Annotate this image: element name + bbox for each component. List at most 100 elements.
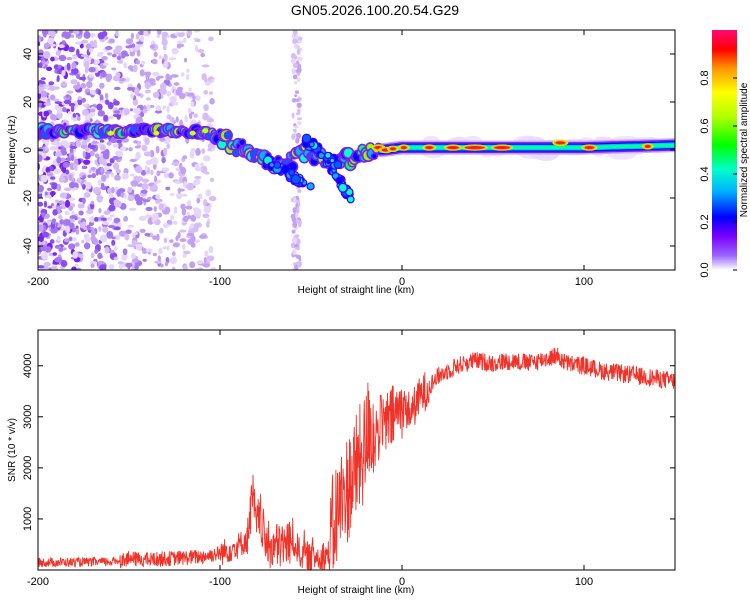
noise-speck	[179, 176, 183, 183]
noise-speck	[165, 73, 171, 81]
noise-speck	[111, 239, 116, 246]
noise-speck	[296, 132, 302, 139]
noise-speck	[40, 95, 48, 102]
noise-speck	[190, 235, 196, 243]
noise-speck	[98, 254, 103, 259]
noise-speck	[98, 208, 102, 214]
noise-speck	[294, 264, 298, 270]
noise-speck	[93, 39, 97, 48]
noise-speck	[161, 156, 166, 164]
noise-speck	[58, 200, 66, 205]
ridge-blob	[239, 139, 245, 145]
noise-speck	[111, 53, 117, 58]
ridge-branch-blob	[330, 158, 334, 163]
noise-speck	[112, 143, 119, 148]
noise-speck	[82, 197, 86, 205]
noise-speck	[149, 44, 155, 49]
noise-speck	[211, 78, 215, 83]
noise-speck	[178, 43, 185, 48]
noise-speck	[170, 214, 175, 221]
noise-speck	[204, 250, 209, 257]
ridge-branch-blob	[325, 152, 331, 158]
noise-speck	[108, 204, 116, 212]
noise-speck	[169, 257, 177, 265]
noise-speck	[135, 243, 143, 251]
noise-speck	[82, 103, 88, 107]
noise-speck	[97, 110, 106, 117]
noise-speck	[96, 103, 103, 111]
noise-speck	[46, 171, 54, 177]
noise-speck	[125, 262, 133, 268]
colorbar: 0.0 0.2 0.4 0.6 0.8 Normalized spectral ampl…	[699, 30, 750, 278]
noise-speck	[153, 206, 157, 212]
noise-speck	[141, 183, 149, 191]
noise-speck	[291, 33, 295, 39]
noise-speck	[142, 258, 147, 262]
noise-speck	[162, 147, 168, 155]
noise-speck	[204, 171, 210, 175]
noise-speck	[292, 221, 298, 228]
noise-speck	[157, 30, 162, 35]
noise-speck	[193, 113, 198, 118]
noise-speck	[46, 66, 53, 71]
noise-speck	[80, 54, 88, 58]
noise-speck	[295, 46, 299, 49]
noise-speck	[83, 242, 91, 250]
noise-speck	[172, 220, 178, 225]
noise-speck	[155, 76, 160, 81]
noise-speck	[194, 163, 200, 168]
noise-speck	[105, 74, 112, 83]
noise-speck	[201, 73, 207, 81]
noise-speck	[297, 121, 302, 125]
noise-speck	[59, 219, 65, 225]
noise-speck	[38, 35, 42, 43]
noise-speck	[151, 157, 159, 165]
noise-speck	[71, 210, 75, 216]
noise-speck	[80, 222, 86, 229]
noise-speck	[62, 106, 67, 113]
noise-speck	[118, 230, 127, 237]
noise-speck	[169, 116, 175, 123]
noise-speck	[109, 214, 116, 218]
noise-speck	[137, 30, 146, 36]
snr-y-tick-label: 3000	[22, 405, 34, 429]
noise-speck	[163, 53, 168, 62]
noise-speck	[179, 229, 187, 233]
noise-speck	[201, 148, 206, 154]
noise-speck	[88, 47, 94, 53]
spectrogram-x-label: Height of straight line (km)	[298, 285, 415, 296]
colorbar-scale	[712, 30, 737, 270]
noise-speck	[84, 60, 90, 69]
noise-speck	[104, 171, 112, 175]
snr-x-label: Height of straight line (km)	[298, 585, 415, 596]
noise-speck	[169, 192, 175, 197]
noise-speck	[38, 265, 45, 269]
noise-speck	[56, 235, 61, 242]
noise-speck	[292, 249, 297, 256]
noise-speck	[66, 62, 71, 71]
noise-speck	[50, 56, 55, 62]
noise-speck	[73, 84, 81, 90]
spectrogram-x-tick-label: -100	[209, 276, 231, 288]
ridge-branch-blob	[318, 153, 324, 158]
noise-speck	[44, 146, 49, 152]
noise-speck	[70, 167, 75, 170]
noise-speck	[53, 64, 60, 70]
noise-speck	[115, 168, 121, 174]
noise-speck	[173, 206, 178, 214]
noise-speck	[38, 83, 44, 88]
noise-speck	[49, 239, 55, 244]
spectrogram-x-tick-label: -200	[27, 276, 49, 288]
noise-speck	[47, 37, 55, 45]
noise-speck	[291, 112, 295, 119]
noise-speck	[155, 145, 160, 154]
noise-speck	[61, 33, 67, 38]
noise-speck	[107, 216, 113, 221]
noise-speck	[83, 31, 91, 39]
noise-speck	[194, 267, 198, 270]
noise-speck	[100, 166, 104, 174]
noise-speck	[135, 107, 141, 115]
noise-speck	[70, 105, 75, 113]
noise-speck	[172, 101, 179, 106]
noise-speck	[81, 239, 85, 244]
